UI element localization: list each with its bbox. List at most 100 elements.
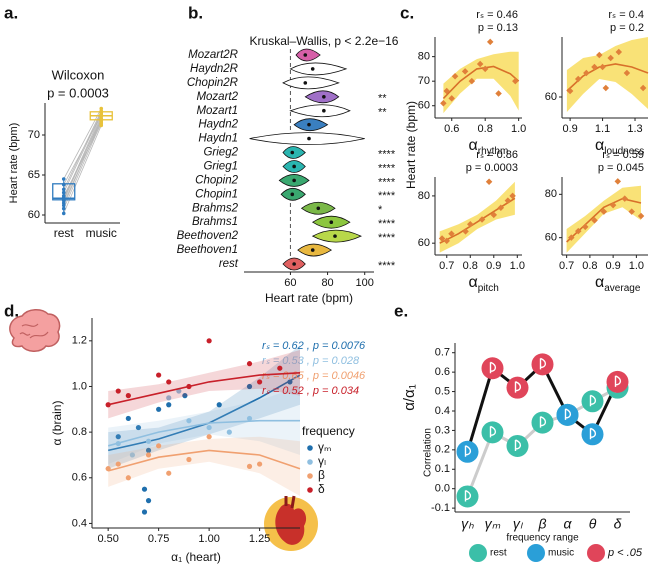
median — [316, 206, 321, 211]
x-tick-label: 1.25 — [249, 533, 270, 545]
point — [277, 365, 283, 371]
point — [246, 415, 253, 422]
legend-label: β — [318, 468, 325, 482]
point — [246, 463, 253, 469]
note-icon — [489, 425, 497, 438]
note-icon — [589, 394, 597, 407]
x-tick-label: 0.50 — [97, 533, 118, 545]
x-tick-label: 1.00 — [198, 533, 219, 545]
category-label: Brahms1 — [192, 216, 238, 228]
chart-subtitle: p = 0.0003 — [47, 85, 109, 100]
category-label: Haydn1 — [198, 133, 238, 145]
note-icon — [614, 375, 622, 387]
rs-label: rₛ = 0.86 — [476, 149, 518, 161]
rs-label: rₛ = 0.46 — [476, 9, 518, 21]
violin — [304, 90, 340, 104]
point — [556, 403, 579, 426]
x-tick-label: 1.0 — [629, 260, 644, 272]
point — [99, 106, 104, 111]
y-axis-label: α/α₁ — [401, 384, 418, 411]
confidence-band — [439, 181, 515, 253]
violin — [282, 76, 340, 90]
median — [307, 136, 311, 141]
x-axis-label-main: α — [469, 137, 478, 154]
y-tick-label: 0.8 — [72, 426, 87, 438]
x-tick-label: 0.9 — [562, 123, 577, 135]
category-label: Brahms2 — [192, 202, 239, 214]
x-tick-label: 60 — [284, 277, 296, 289]
violin — [293, 118, 329, 132]
point — [531, 353, 554, 376]
point — [129, 452, 135, 458]
point — [125, 475, 131, 481]
x-tick-label: 0.9 — [486, 260, 501, 272]
stat-label: rₛ = 0.52 , p = 0.034 — [262, 385, 359, 397]
panel-label: a. — [4, 3, 18, 22]
legend-label: p < .05 — [607, 547, 643, 559]
significance-label: **** — [378, 232, 396, 244]
violin — [297, 243, 333, 257]
point — [216, 402, 222, 408]
point — [246, 361, 253, 367]
x-axis-label-sub: average — [604, 283, 641, 294]
confidence-band — [108, 436, 300, 496]
point — [115, 434, 121, 440]
point — [99, 122, 104, 126]
point — [606, 370, 629, 393]
point — [125, 393, 131, 399]
legend-label: music — [548, 548, 574, 559]
point — [125, 415, 131, 422]
point — [637, 212, 645, 220]
rs-label: rₛ = 0.59 — [602, 149, 644, 161]
point — [105, 466, 111, 472]
x-axis-label: α₁ (heart) — [171, 550, 221, 564]
x-axis-label-main: α — [595, 274, 604, 291]
point — [61, 177, 66, 181]
violin — [289, 62, 348, 76]
point — [490, 211, 498, 219]
note-icon — [589, 427, 597, 440]
median — [290, 150, 295, 155]
significance-label: ** — [378, 93, 387, 105]
x-tick-label: 1.0 — [510, 260, 525, 272]
y-axis-label: α (brain) — [50, 401, 64, 446]
significance-label: **** — [378, 176, 396, 188]
point — [156, 372, 162, 378]
y-tick-label: 65 — [28, 169, 40, 181]
panel-label: b. — [188, 3, 203, 22]
median — [333, 234, 337, 238]
x-axis-label: αloudness — [595, 137, 644, 156]
category-label: Mozart2R — [188, 49, 238, 61]
note-icon — [514, 381, 522, 393]
chart-title: Wilcoxon — [52, 67, 105, 82]
point — [206, 338, 212, 344]
point — [257, 379, 263, 385]
point — [61, 187, 66, 192]
median — [290, 192, 295, 197]
median — [307, 122, 311, 127]
y-tick-label: 80 — [545, 188, 557, 200]
y-tick-label: 0.6 — [72, 472, 87, 484]
point — [166, 402, 172, 408]
point — [61, 194, 66, 198]
point — [145, 447, 152, 453]
y-tick-label: 60 — [418, 237, 430, 249]
point — [467, 221, 474, 228]
point — [61, 206, 66, 211]
point — [497, 204, 505, 211]
legend-marker — [307, 445, 313, 451]
point — [575, 227, 582, 235]
note-icon — [464, 445, 472, 457]
legend-marker — [307, 459, 313, 465]
point — [506, 434, 529, 457]
significance-label: **** — [378, 190, 396, 202]
p-label: p = 0.045 — [598, 162, 644, 174]
panel-label: c. — [400, 3, 414, 22]
legend-label: rest — [490, 548, 507, 559]
point — [166, 395, 172, 401]
point — [614, 178, 622, 185]
point — [141, 486, 148, 492]
median — [310, 67, 315, 71]
y-tick-label: 80 — [418, 190, 430, 202]
point — [145, 452, 152, 458]
